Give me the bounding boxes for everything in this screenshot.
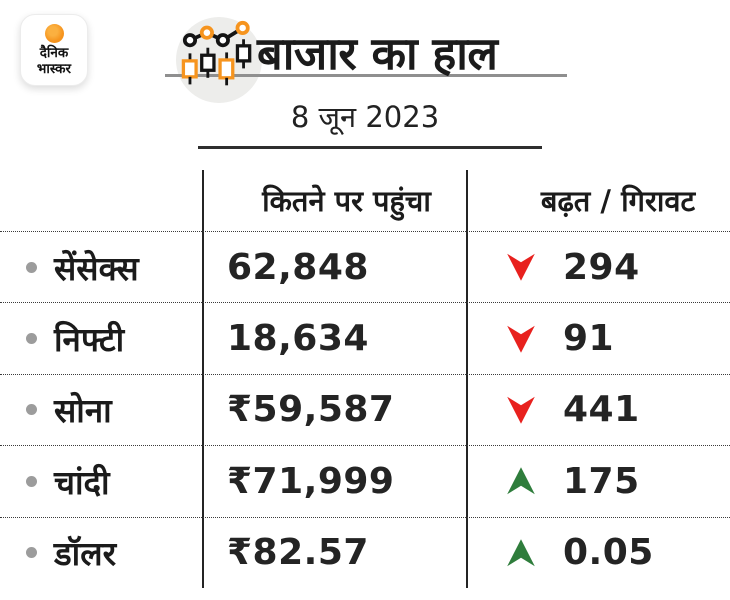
- table-row: सेंसेक्स 62,848 294: [0, 231, 730, 303]
- change-cell: 294: [466, 231, 730, 303]
- dainik-bhaskar-logo: दैनिक भास्कर: [20, 14, 88, 86]
- level-cell: ₹82.57: [202, 516, 466, 588]
- header-level: कितने पर पहुंचा: [202, 170, 466, 231]
- bullet-dot-icon: [26, 404, 37, 416]
- name-cell: सेंसेक्स: [0, 231, 202, 302]
- table-row: चांदी ₹71,999 175: [0, 445, 730, 517]
- change-cell: 175: [466, 445, 730, 517]
- row-value: ₹71,999: [227, 460, 395, 502]
- row-value: 62,848: [227, 246, 369, 288]
- row-label: डॉलर: [54, 534, 117, 574]
- level-cell: ₹71,999: [202, 445, 466, 517]
- row-label: निफ्टी: [54, 320, 125, 360]
- table-row: सोना ₹59,587 441: [0, 373, 730, 446]
- down-arrow-icon: [507, 396, 535, 424]
- change-cell: 441: [466, 373, 730, 446]
- down-arrow-icon: [507, 325, 535, 353]
- table-header-row: कितने पर पहुंचा बढ़त / गिरावट: [0, 170, 730, 231]
- logo-text-line1: दैनिक: [39, 44, 69, 61]
- row-change: 294: [563, 246, 640, 288]
- table-row: निफ्टी 18,634 91: [0, 302, 730, 374]
- bullet-dot-icon: [26, 547, 37, 559]
- name-cell: निफ्टी: [0, 302, 202, 373]
- bullet-dot-icon: [26, 333, 37, 345]
- level-cell: 18,634: [202, 302, 466, 374]
- table-body: सेंसेक्स 62,848 294 निफ्टी 18,634 91 सोन…: [0, 231, 730, 588]
- table-row: डॉलर ₹82.57 0.05: [0, 516, 730, 588]
- date-label: 8 जून 2023: [290, 100, 440, 134]
- bullet-dot-icon: [26, 261, 37, 273]
- level-cell: 62,848: [202, 231, 466, 303]
- name-cell: चांदी: [0, 445, 202, 516]
- row-change: 175: [563, 460, 640, 502]
- sun-icon: [44, 23, 64, 43]
- change-cell: 91: [466, 302, 730, 374]
- row-label: सोना: [54, 391, 112, 431]
- row-change: 91: [563, 318, 615, 360]
- market-table: कितने पर पहुंचा बढ़त / गिरावट सेंसेक्स 6…: [0, 170, 730, 588]
- bullet-dot-icon: [26, 475, 37, 487]
- down-arrow-icon: [507, 253, 535, 281]
- title-underline: [165, 74, 567, 77]
- logo-text-line2: भास्कर: [36, 60, 72, 77]
- header-change: बढ़त / गिरावट: [466, 170, 730, 231]
- level-cell: ₹59,587: [202, 373, 466, 446]
- change-cell: 0.05: [466, 516, 730, 588]
- row-value: 18,634: [227, 318, 369, 360]
- date-underline: [198, 146, 542, 149]
- name-cell: डॉलर: [0, 516, 202, 588]
- name-cell: सोना: [0, 373, 202, 445]
- row-label: सेंसेक्स: [54, 248, 139, 288]
- row-value: ₹59,587: [227, 389, 395, 431]
- candlestick-chart-icon: [181, 20, 252, 86]
- row-change: 441: [563, 389, 640, 431]
- page-title: बाजार का हाल: [257, 27, 498, 80]
- row-label: चांदी: [54, 462, 110, 502]
- row-value: ₹82.57: [227, 532, 369, 574]
- row-change: 0.05: [563, 532, 654, 574]
- up-arrow-icon: [507, 467, 535, 495]
- up-arrow-icon: [507, 538, 535, 566]
- header-empty: [0, 170, 202, 231]
